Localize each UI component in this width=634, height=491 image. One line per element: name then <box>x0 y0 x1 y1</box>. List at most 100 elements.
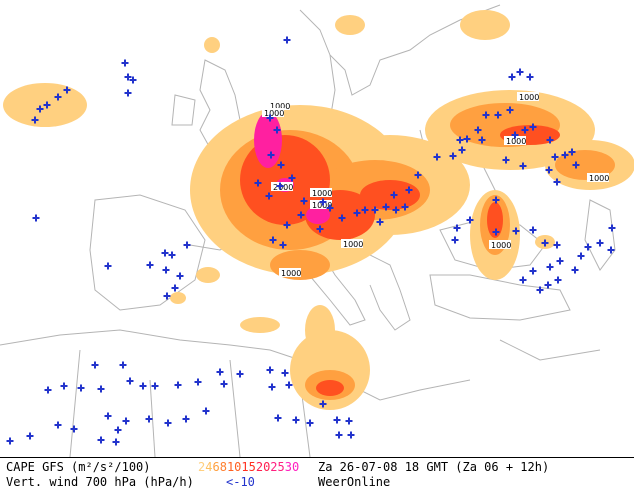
wind-marker <box>119 361 127 369</box>
wind-marker <box>114 426 122 434</box>
cape-field <box>3 10 634 410</box>
wind-marker <box>529 123 537 131</box>
scale-label: 25 <box>270 460 285 474</box>
wind-marker <box>546 136 554 144</box>
svg-text:1000: 1000 <box>264 109 284 118</box>
wind-marker <box>551 153 559 161</box>
wind-marker <box>506 106 514 114</box>
wind-marker <box>492 228 500 236</box>
wind-marker <box>194 378 202 386</box>
wind-marker <box>236 370 244 378</box>
wind-marker <box>268 383 276 391</box>
svg-text:2000: 2000 <box>273 183 293 192</box>
wind-marker <box>112 438 120 446</box>
legend-title: CAPE GFS (m²/s²/100) <box>6 460 151 474</box>
wind-marker <box>126 377 134 385</box>
wind-marker <box>608 224 616 232</box>
wind-marker <box>345 417 353 425</box>
wind-marker <box>502 156 510 164</box>
wind-marker <box>77 384 85 392</box>
scale-label: 6 <box>212 460 220 474</box>
wind-marker <box>124 73 132 81</box>
wind-marker <box>266 114 274 122</box>
forecast-date: Za 26-07-08 18 GMT (Za 06 + 12h) <box>318 460 550 474</box>
wind-marker <box>401 203 409 211</box>
wind-marker <box>265 192 273 200</box>
wind-marker <box>279 241 287 249</box>
wind-marker <box>607 246 615 254</box>
wind-marker <box>32 214 40 222</box>
wind-marker <box>466 216 474 224</box>
contour-label: 1000 <box>268 101 290 111</box>
wind-marker <box>174 381 182 389</box>
scale-label: 2 <box>198 460 206 474</box>
wind-marker <box>54 421 62 429</box>
wind-marker <box>91 361 99 369</box>
wind-marker <box>300 197 308 205</box>
wind-marker <box>572 161 580 169</box>
wind-marker <box>390 191 398 199</box>
wind-marker <box>168 251 176 259</box>
wind-marker <box>521 126 529 134</box>
wind-threshold: <-10 <box>226 475 255 489</box>
wind-marker <box>316 225 324 233</box>
wind-marker <box>529 226 537 234</box>
svg-text:1000: 1000 <box>312 189 332 198</box>
wind-marker <box>544 281 552 289</box>
wind-marker <box>456 136 464 144</box>
contour-label: 1000 <box>262 108 284 118</box>
wind-marker <box>453 224 461 232</box>
wind-marker <box>568 148 576 156</box>
wind-marker <box>43 101 51 109</box>
wind-marker <box>392 206 400 214</box>
wind-marker <box>414 171 422 179</box>
wind-marker <box>529 267 537 275</box>
wind-marker <box>145 415 153 423</box>
svg-text:1000: 1000 <box>589 174 609 183</box>
contour-label: 1000 <box>489 240 511 250</box>
wind-marker <box>326 204 334 212</box>
scale-label: 4 <box>205 460 213 474</box>
wind-marker <box>129 76 137 84</box>
wind-marker <box>546 263 554 271</box>
wind-marker <box>482 111 490 119</box>
wind-marker <box>536 286 544 294</box>
scale-label: 30 <box>284 460 300 474</box>
scale-label: 20 <box>255 460 271 474</box>
cape-map-svg: 1000 1000 2000 1000 1000 1000 1000 1000 … <box>0 4 634 458</box>
wind-marker <box>283 36 291 44</box>
contour-label: 1000 <box>517 92 539 102</box>
wind-marker <box>451 236 459 244</box>
wind-marker <box>519 276 527 284</box>
wind-marker <box>516 68 524 76</box>
wind-marker <box>545 166 553 174</box>
wind-marker <box>347 431 355 439</box>
wind-marker <box>561 151 569 159</box>
brand-label: WeerOnline <box>318 475 391 489</box>
weather-map: 1000 1000 2000 1000 1000 1000 1000 1000 … <box>0 4 634 458</box>
svg-text:1000: 1000 <box>506 137 526 146</box>
contour-label: 1000 <box>587 173 609 183</box>
wind-marker <box>151 382 159 390</box>
wind-marker <box>183 241 191 249</box>
wind-marker <box>292 416 300 424</box>
svg-text:1000: 1000 <box>270 102 290 111</box>
wind-marker <box>338 214 346 222</box>
wind-marker <box>276 182 284 190</box>
wind-marker <box>283 221 291 229</box>
wind-marker <box>512 227 520 235</box>
wind-marker <box>182 415 190 423</box>
wind-marker <box>44 386 52 394</box>
wind-marker <box>556 257 564 265</box>
wind-marker <box>266 366 274 374</box>
svg-text:1000: 1000 <box>281 269 301 278</box>
wind-marker <box>104 262 112 270</box>
wind-marker <box>449 152 457 160</box>
wind-marker <box>122 417 130 425</box>
wind-marker <box>139 382 147 390</box>
wind-marker <box>361 206 369 214</box>
wind-marker <box>519 162 527 170</box>
wind-marker <box>31 116 39 124</box>
wind-marker <box>36 105 44 113</box>
wind-marker <box>6 437 14 445</box>
